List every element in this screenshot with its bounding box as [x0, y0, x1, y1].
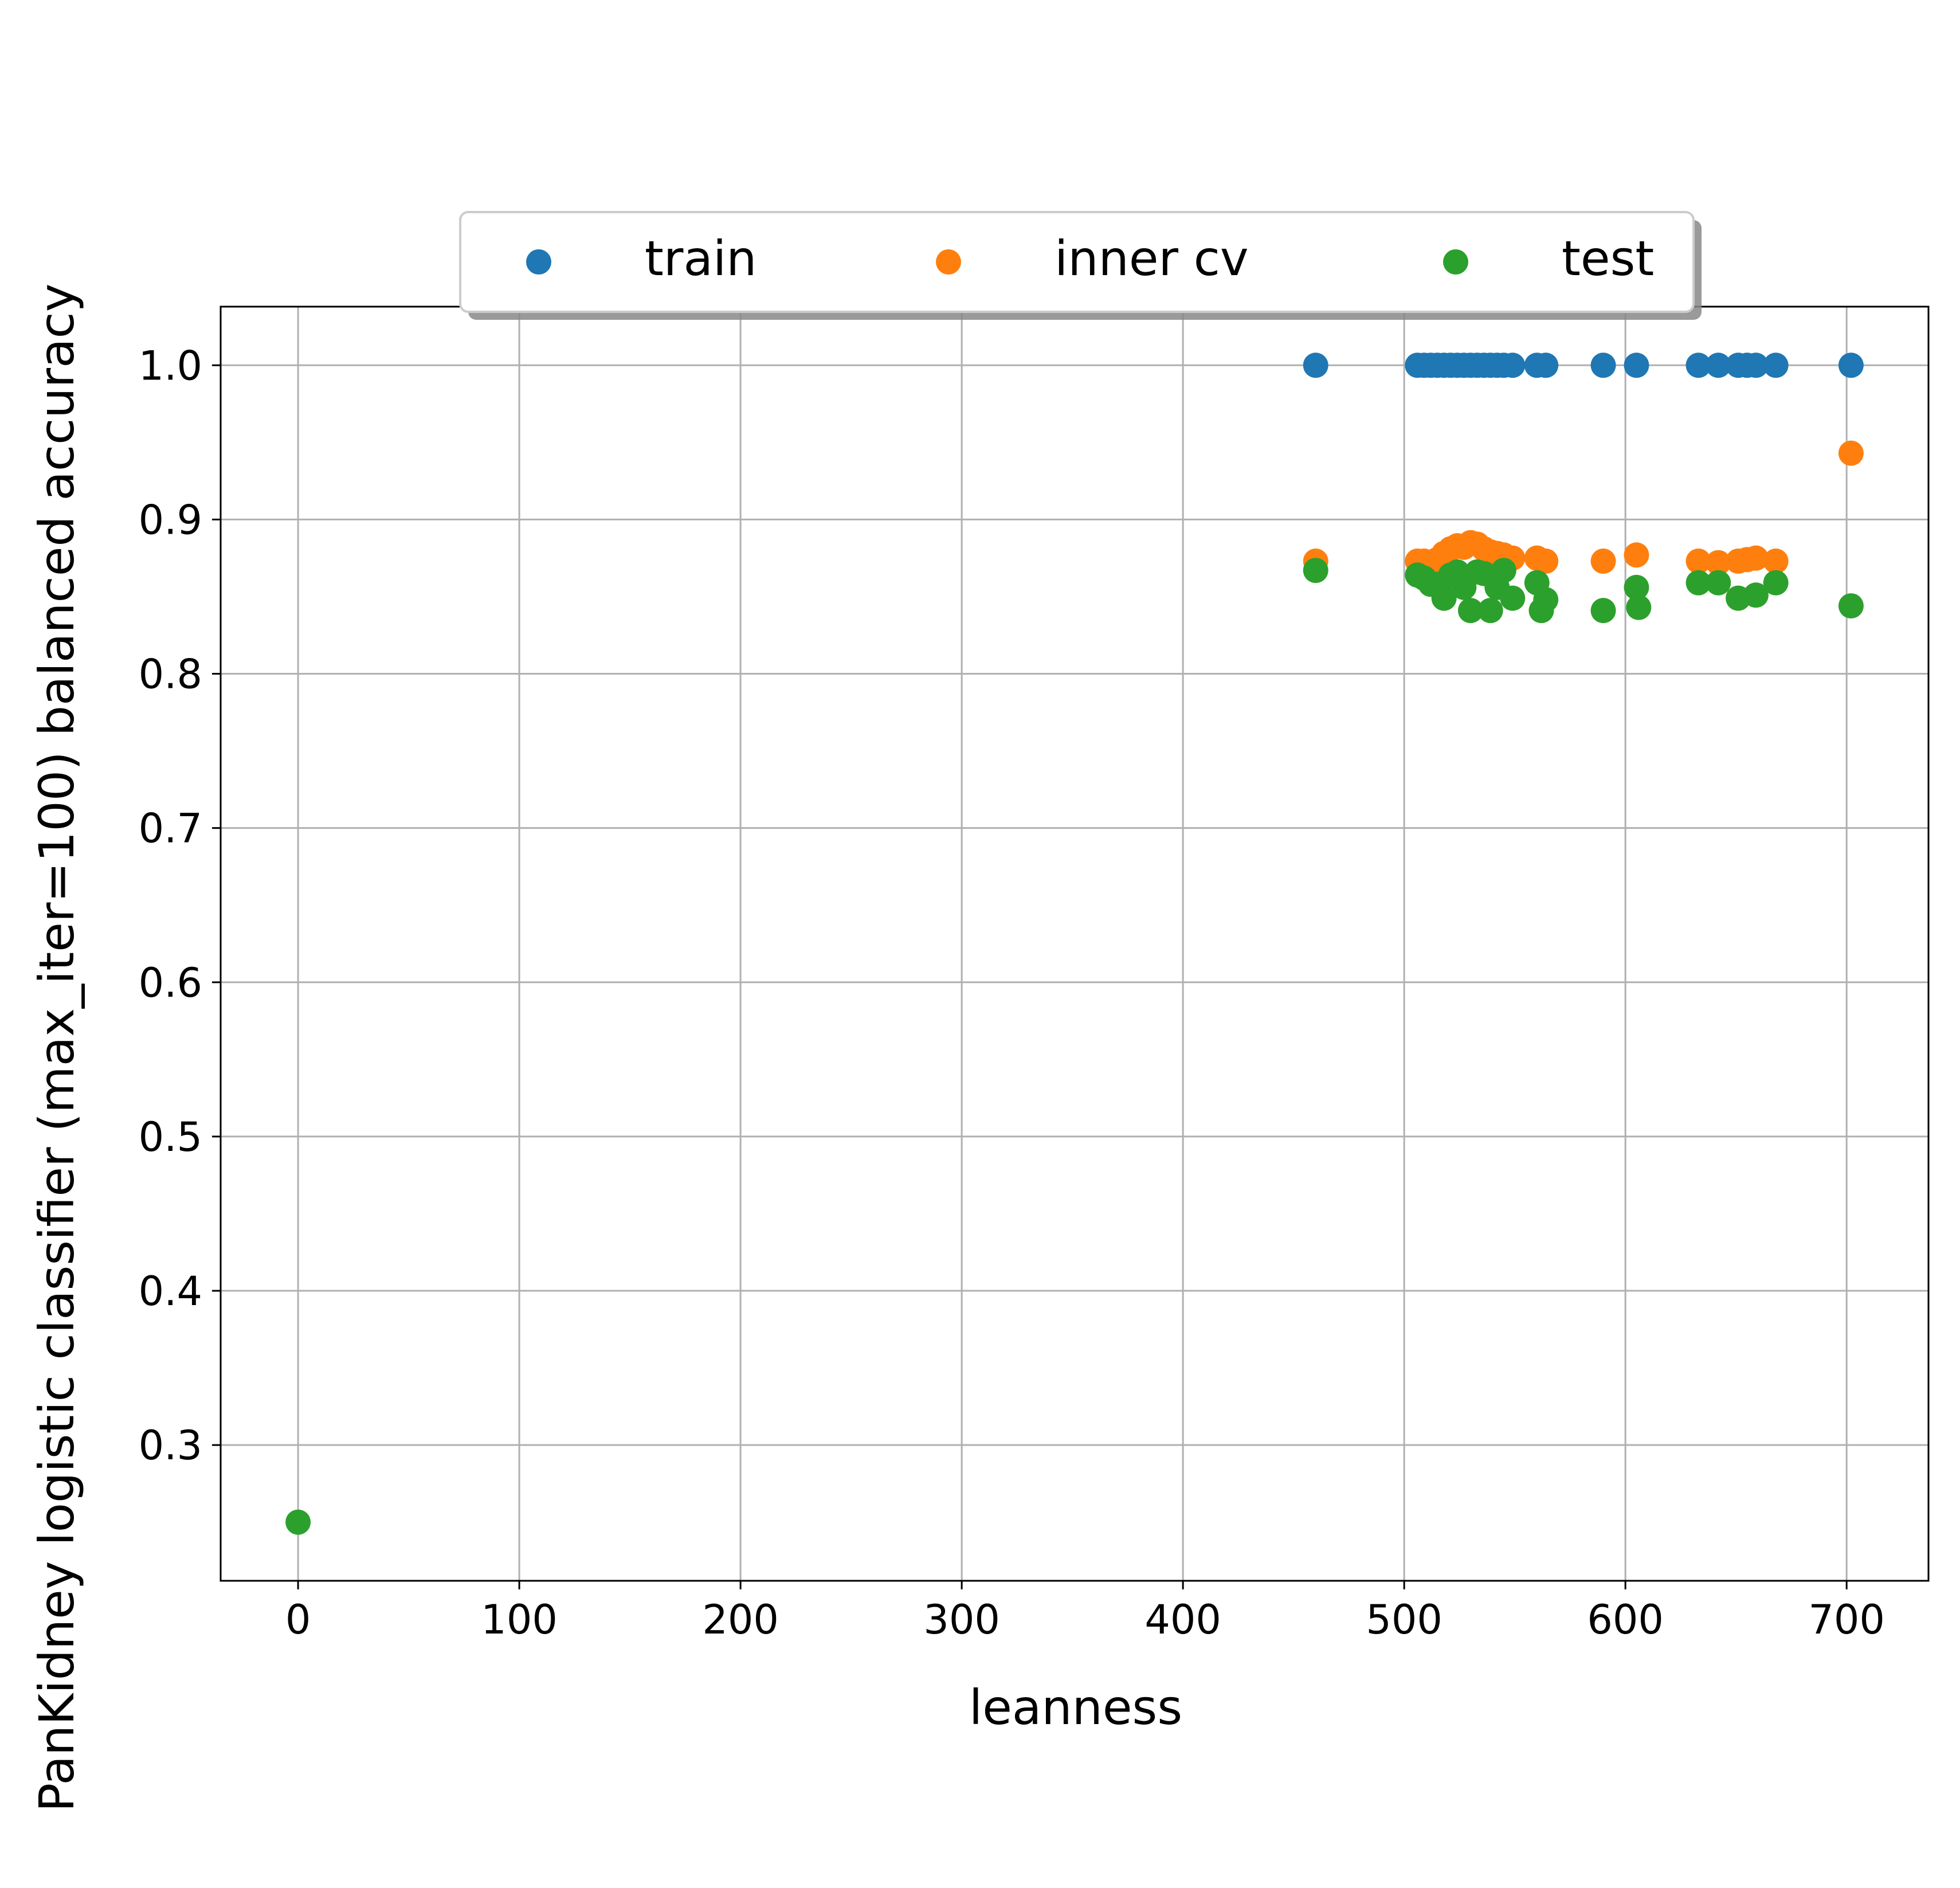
y-axis-label: PanKidney logistic classifier (max_iter=…: [29, 284, 85, 1812]
data-point: [1763, 352, 1789, 378]
legend-label: inner cv: [1055, 230, 1249, 287]
data-point: [1590, 352, 1616, 378]
data-point: [1706, 550, 1731, 575]
data-point: [1533, 587, 1559, 613]
data-point: [1590, 549, 1616, 574]
x-tick-label: 300: [923, 1596, 1000, 1643]
data-point: [1533, 549, 1559, 574]
data-point: [1685, 549, 1711, 574]
data-point: [1303, 352, 1328, 378]
data-point: [1706, 570, 1731, 596]
x-tick-label: 100: [481, 1596, 558, 1643]
x-tick-label: 500: [1366, 1596, 1442, 1643]
x-tick-label: 200: [702, 1596, 779, 1643]
y-tick-label: 1.0: [139, 342, 202, 389]
data-points: [285, 352, 1864, 1535]
data-point: [1743, 545, 1769, 571]
series-train: [1303, 352, 1864, 378]
x-tick-label: 400: [1144, 1596, 1221, 1643]
grid-lines: [221, 307, 1928, 1581]
data-point: [1457, 598, 1483, 624]
data-point: [1763, 570, 1789, 596]
data-point: [1624, 542, 1649, 568]
data-point: [285, 1509, 311, 1535]
y-tick-label: 0.8: [139, 651, 202, 698]
legend-box: [459, 211, 1695, 313]
legend-marker: [526, 249, 551, 275]
x-tick-label: 0: [285, 1596, 311, 1643]
legend: train inner cv test: [459, 211, 1702, 320]
y-axis-ticks: 0.3 0.4 0.5 0.6 0.7 0.8 0.9 1.0: [139, 342, 221, 1469]
data-point: [1838, 352, 1864, 378]
y-tick-label: 0.3: [139, 1422, 202, 1469]
series-test: [285, 558, 1864, 1535]
y-tick-label: 0.7: [139, 805, 202, 852]
data-point: [1533, 352, 1559, 378]
series-inner-cv: [1303, 440, 1864, 575]
data-point: [1838, 440, 1864, 466]
plot-frame: [219, 305, 1930, 1582]
data-point: [1685, 352, 1711, 378]
y-tick-label: 0.4: [139, 1268, 202, 1315]
legend-label: test: [1562, 230, 1654, 287]
data-point: [1477, 598, 1503, 624]
data-point: [1500, 585, 1526, 611]
data-point: [1624, 574, 1649, 600]
x-tick-label: 700: [1808, 1596, 1885, 1643]
legend-marker: [936, 249, 961, 275]
data-point: [1303, 558, 1328, 583]
data-point: [1500, 352, 1526, 378]
x-tick-label: 600: [1587, 1596, 1664, 1643]
data-point: [1706, 352, 1731, 378]
data-point: [1685, 570, 1711, 596]
legend-label: train: [645, 230, 757, 287]
data-point: [1743, 352, 1769, 378]
y-tick-label: 0.6: [139, 959, 202, 1006]
x-axis-label: leanness: [969, 1679, 1182, 1736]
data-point: [1590, 598, 1616, 624]
data-point: [1491, 558, 1516, 583]
x-axis-ticks: 0 100 200 300 400 500 600 700: [285, 1581, 1885, 1643]
data-point: [1624, 352, 1649, 378]
data-point: [1626, 594, 1652, 620]
y-tick-label: 0.5: [139, 1114, 202, 1161]
y-tick-label: 0.9: [139, 496, 202, 543]
data-point: [1763, 549, 1789, 574]
legend-marker: [1443, 249, 1468, 275]
data-point: [1743, 582, 1769, 608]
data-point: [1838, 593, 1864, 619]
data-point: [1431, 585, 1457, 611]
